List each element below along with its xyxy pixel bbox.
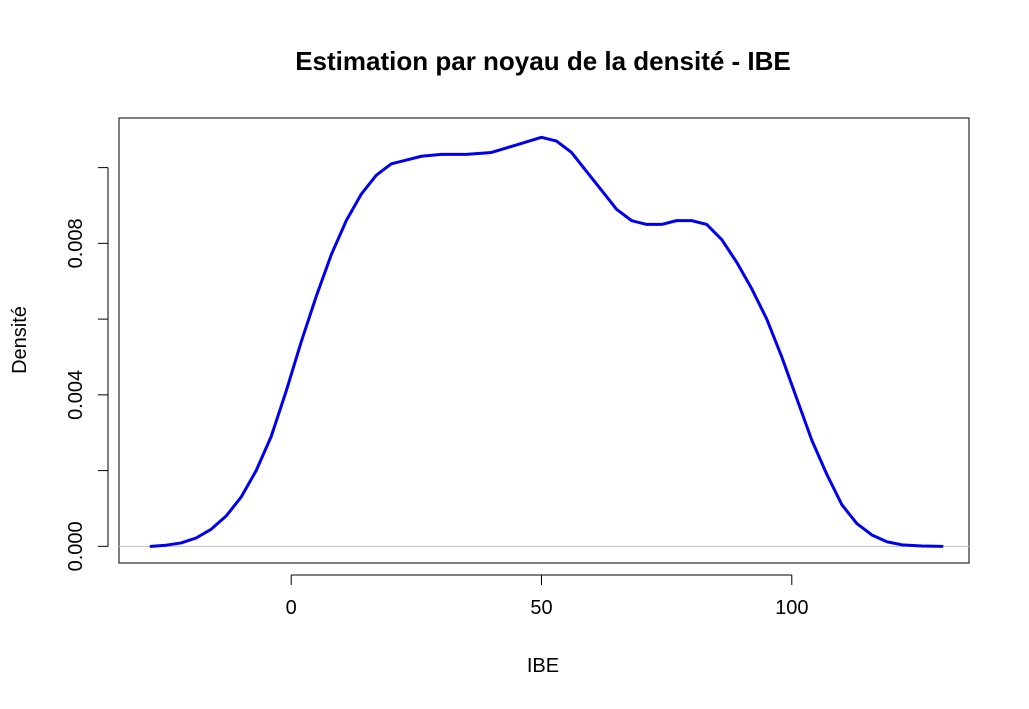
y-tick-label: 0.008 [65, 218, 87, 268]
series-layer [149, 135, 944, 548]
plot-frame [118, 117, 970, 564]
y-tick-label: 0.004 [65, 370, 87, 420]
y-tick-label: 0.000 [65, 521, 87, 571]
x-axis-label: IBE [527, 655, 559, 677]
y-axis-label: Densité [9, 306, 31, 374]
x-tick-label: 100 [775, 597, 808, 619]
chart-title: Estimation par noyau de la densité - IBE [295, 46, 791, 76]
x-tick-label: 0 [286, 597, 297, 619]
x-tick-label: 50 [530, 597, 552, 619]
x-axis: 0 50 100 [286, 574, 808, 619]
density-curve-0 [149, 135, 944, 548]
y-axis: 0.000 0.004 0.008 [65, 167, 109, 571]
